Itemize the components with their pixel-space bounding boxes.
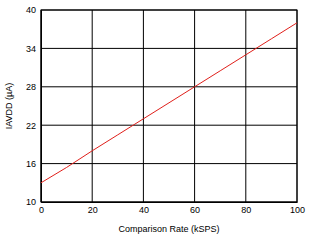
tick-label: 28 [26, 82, 36, 92]
x-axis-title: Comparison Rate (kSPS) [118, 224, 219, 234]
tick-label: 80 [241, 205, 251, 215]
grid-line [92, 10, 93, 202]
plot: 0 20 40 60 80 100 10 16 22 28 34 40 [26, 5, 305, 215]
tick-label: 40 [139, 205, 149, 215]
tick-label: 16 [26, 159, 36, 169]
tick-label: 60 [190, 205, 200, 215]
grid-line [41, 163, 297, 164]
tick-label: 100 [290, 205, 305, 215]
axis-line [41, 11, 42, 203]
grid [41, 10, 297, 202]
grid-line [41, 48, 297, 49]
tick-label: 0 [39, 205, 44, 215]
tick-label: 34 [26, 44, 36, 54]
tick: 80 [241, 202, 251, 215]
tick: 40 [26, 5, 41, 15]
tick-label: 20 [88, 205, 98, 215]
series [41, 23, 297, 183]
tick-label: 40 [26, 5, 36, 15]
tick: 20 [88, 202, 98, 215]
plot-frame [41, 10, 297, 202]
tick: 40 [139, 202, 149, 215]
axis-line [42, 202, 298, 203]
data-line [41, 23, 297, 183]
grid-line [143, 10, 144, 202]
tick: 16 [26, 159, 41, 169]
tick: 28 [26, 82, 41, 92]
chart: 0 20 40 60 80 100 10 16 22 28 34 40 Comparison Rate … [0, 0, 319, 243]
x-axis: 0 20 40 60 80 100 [39, 202, 305, 215]
y-axis-title: IAVDD (µA) [4, 83, 14, 130]
tick: 10 [26, 197, 41, 207]
grid-line [41, 86, 297, 87]
tick-label: 10 [26, 197, 36, 207]
grid-line [194, 10, 195, 202]
y-axis: 10 16 22 28 34 40 [26, 5, 42, 207]
tick: 34 [26, 44, 41, 54]
tick: 0 [39, 202, 44, 215]
grid-line [41, 125, 297, 126]
grid-line [245, 10, 246, 202]
tick: 60 [190, 202, 200, 215]
tick: 22 [26, 121, 41, 131]
tick: 100 [290, 202, 305, 215]
tick-label: 22 [26, 121, 36, 131]
